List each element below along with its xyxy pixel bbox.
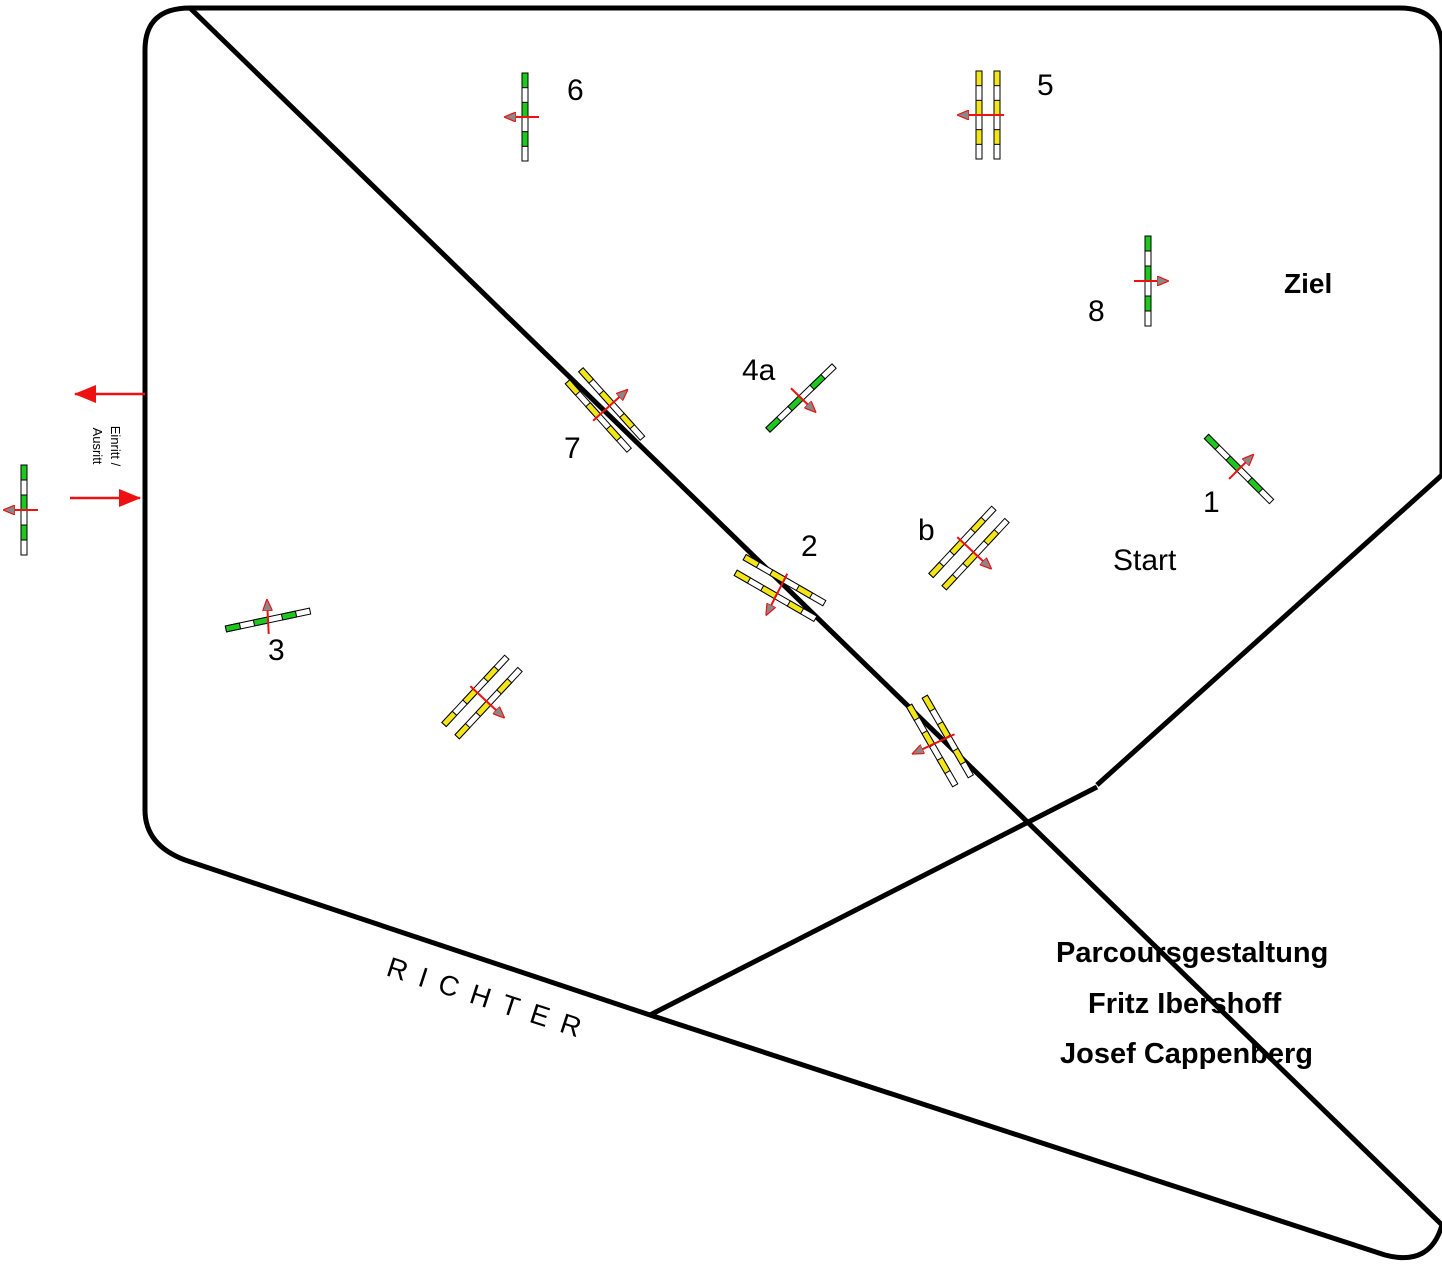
obstacle-number-4a: 4a [742, 354, 776, 387]
credits-designer-2: Josef Cappenberg [1060, 1038, 1313, 1070]
arena-outline [142, 5, 1442, 1261]
credits-heading: Parcoursgestaltung [1056, 937, 1328, 969]
jump-direction-arrow [469, 685, 504, 717]
obstacle-number-3: 3 [268, 634, 285, 667]
pole [993, 70, 1001, 160]
jump-direction-arrow [1228, 455, 1253, 480]
jump-direction-arrow [913, 733, 955, 753]
jump-direction-arrow [790, 387, 815, 412]
credits-designer-1: Fritz Ibershoff [1088, 988, 1282, 1020]
jump-direction-arrow [592, 390, 627, 422]
exit-label: Ausritt [90, 428, 105, 465]
obstacle-number-6: 6 [567, 74, 584, 107]
jump-direction-arrow [267, 600, 269, 635]
obstacles-layer [4, 70, 1275, 788]
obstacle-number-4b: b [918, 514, 935, 547]
start-label: Start [1113, 544, 1177, 577]
obstacle-number-8: 8 [1088, 295, 1105, 328]
obstacle-number-7: 7 [564, 432, 581, 465]
judge-label: RICHTER [383, 951, 597, 1047]
obstacle-5-oxer [975, 70, 1001, 160]
jump-direction-arrow [766, 573, 789, 615]
jump-direction-arrow [956, 536, 991, 568]
obstacle-number-2: 2 [801, 530, 818, 563]
finish-label: Ziel [1284, 268, 1332, 299]
obstacle-number-1: 1 [1203, 486, 1220, 519]
obstacle-number-5: 5 [1037, 69, 1054, 102]
judge-box-line [648, 784, 1099, 1018]
entry-label: Einritt / [108, 426, 123, 467]
